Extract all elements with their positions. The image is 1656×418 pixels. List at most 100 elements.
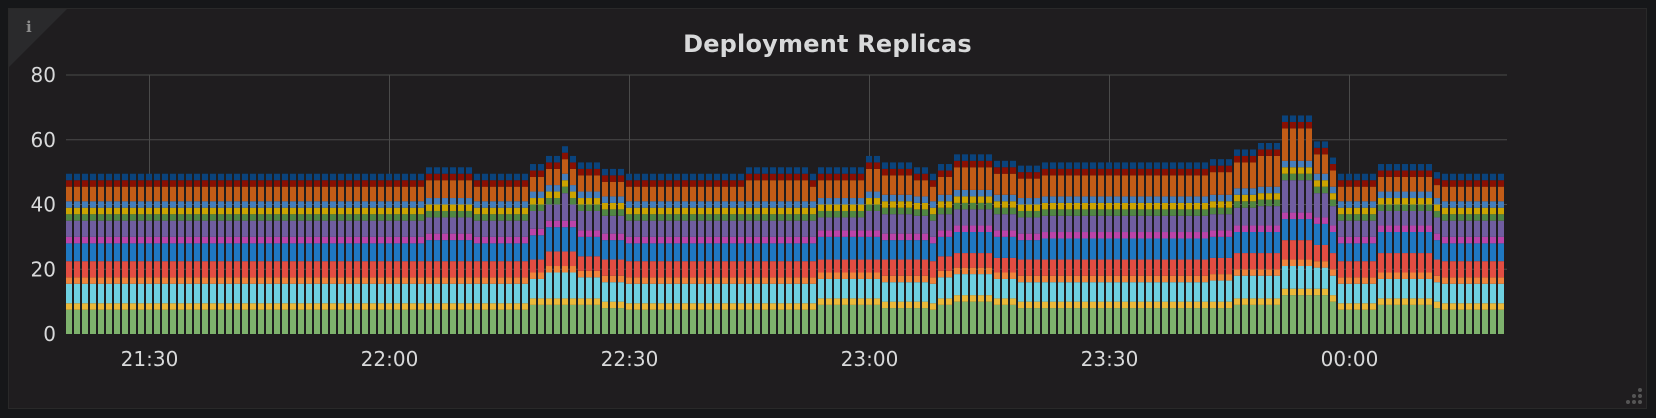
bar-stack[interactable] [338,173,344,334]
bar-stack[interactable] [226,173,232,334]
bar-stack[interactable] [778,167,784,334]
bar-stack[interactable] [794,167,800,334]
bar-stack[interactable] [890,162,896,334]
bar-stack[interactable] [1266,142,1272,334]
bar-stack[interactable] [1386,164,1392,334]
bar-stack[interactable] [538,164,544,334]
bar-stack[interactable] [1402,164,1408,334]
bar-stack[interactable] [682,173,688,334]
bar-stack[interactable] [1242,149,1248,334]
bar-stack[interactable] [1250,149,1256,334]
info-icon[interactable]: i [26,18,32,36]
bar-stack[interactable] [258,173,264,334]
bar-stack[interactable] [314,173,320,334]
bar-stack[interactable] [810,173,816,334]
bar-stack[interactable] [202,173,208,334]
bar-stack[interactable] [922,167,928,334]
bar-stack[interactable] [714,173,720,334]
bar-stack[interactable] [874,155,880,334]
bar-stack[interactable] [914,167,920,334]
bar-stack[interactable] [1170,162,1176,334]
bar-stack[interactable] [410,173,416,334]
bar-stack[interactable] [882,162,888,334]
bar-stack[interactable] [218,173,224,334]
bar-stack[interactable] [1154,162,1160,334]
bar-stack[interactable] [330,173,336,334]
bar-stack[interactable] [746,167,752,334]
bar-stack[interactable] [1066,162,1072,334]
bar-stack[interactable] [690,173,696,334]
bar-stack[interactable] [522,173,528,334]
bar-stack[interactable] [106,173,112,334]
bar-stack[interactable] [1226,159,1232,334]
bar-stack[interactable] [986,154,992,335]
bar-stack[interactable] [626,173,632,334]
bar-stack[interactable] [1186,162,1192,334]
bar-stack[interactable] [138,173,144,334]
bar-stack[interactable] [1010,160,1016,334]
bar-stack[interactable] [482,173,488,334]
bar-stack[interactable] [602,168,608,334]
bar-stack[interactable] [322,173,328,334]
bar-stack[interactable] [122,173,128,334]
bar-stack[interactable] [586,162,592,334]
bar-stack[interactable] [818,167,824,334]
bar-stack[interactable] [554,155,560,334]
bar-stack[interactable] [786,167,792,334]
bar-stack[interactable] [1178,162,1184,334]
bar-stack[interactable] [906,162,912,334]
bar-stack[interactable] [618,168,624,334]
bar-stack[interactable] [1106,162,1112,334]
bar-stack[interactable] [370,173,376,334]
bar-stack[interactable] [1282,115,1288,334]
bar-stack[interactable] [930,173,936,334]
bar-stack[interactable] [1042,162,1048,334]
bar-stack[interactable] [250,173,256,334]
bar-stack[interactable] [386,173,392,334]
bar-stack[interactable] [1498,173,1504,334]
bar-stack[interactable] [802,167,808,334]
bar-stack[interactable] [1474,173,1480,334]
bar-stack[interactable] [490,173,496,334]
bar-stack[interactable] [842,167,848,334]
bar-stack[interactable] [418,173,424,334]
bar-stack[interactable] [66,173,72,334]
bar-stack[interactable] [954,154,960,335]
bar-stack[interactable] [1202,162,1208,334]
bar-stack[interactable] [1090,162,1096,334]
bar-stack[interactable] [346,173,352,334]
bar-stack[interactable] [1330,157,1336,335]
bar-stack[interactable] [1442,173,1448,334]
bar-stack[interactable] [1314,141,1320,334]
bar-stack[interactable] [474,173,480,334]
bar-stack[interactable] [1018,165,1024,334]
bar-stack[interactable] [578,162,584,334]
bar-stack[interactable] [98,173,104,334]
bar-stack[interactable] [730,173,736,334]
bar-stack[interactable] [858,167,864,334]
panel-info-corner[interactable] [9,9,67,67]
bar-stack[interactable] [994,160,1000,334]
bar-stack[interactable] [82,173,88,334]
bar-stack[interactable] [1258,142,1264,334]
bar-stack[interactable] [666,173,672,334]
bar-stack[interactable] [186,173,192,334]
bar-stack[interactable] [306,173,312,334]
bar-stack[interactable] [130,173,136,334]
bar-stack[interactable] [1418,164,1424,334]
bar-stack[interactable] [1162,162,1168,334]
bar-stack[interactable] [970,154,976,335]
bar-stack[interactable] [946,164,952,334]
bar-stack[interactable] [1338,173,1344,334]
bar-stack[interactable] [1298,115,1304,334]
bar-stack[interactable] [610,168,616,334]
bar-stack[interactable] [570,155,576,334]
bar-stack[interactable] [1234,149,1240,334]
bar-stack[interactable] [514,173,520,334]
bar-stack[interactable] [1138,162,1144,334]
bar-stack[interactable] [562,146,568,334]
bar-stack[interactable] [1370,173,1376,334]
bar-stack[interactable] [402,173,408,334]
bar-stack[interactable] [1306,115,1312,334]
bar-stack[interactable] [1362,173,1368,334]
